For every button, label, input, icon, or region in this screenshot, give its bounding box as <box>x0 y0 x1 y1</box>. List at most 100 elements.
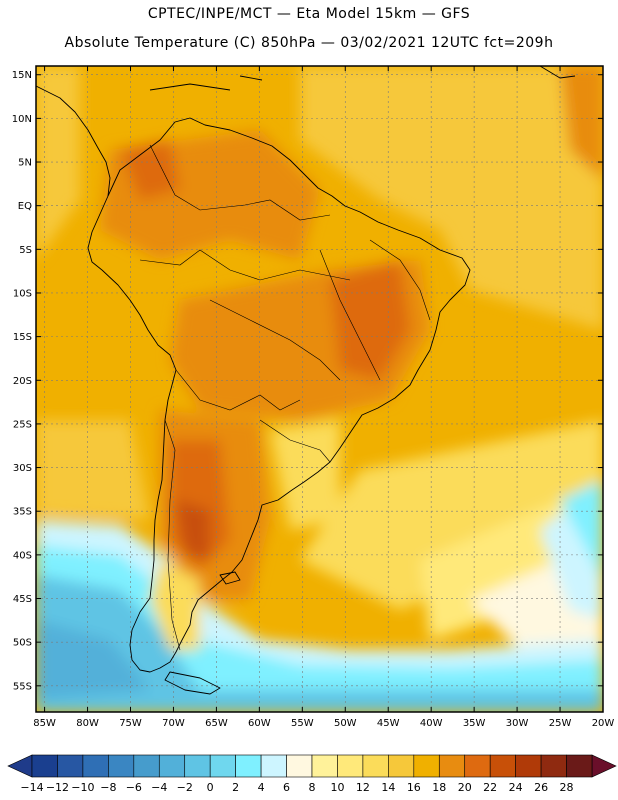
lat-tick-label: 5N <box>18 158 32 169</box>
lon-tick-label: 80W <box>76 718 99 729</box>
colorbar-swatch <box>337 754 364 778</box>
temperature-field <box>36 66 603 712</box>
colorbar-label: 16 <box>407 781 421 794</box>
lat-tick-label: 25S <box>13 419 32 430</box>
lat-tick-label: 55S <box>13 681 32 692</box>
colorbar-label: 8 <box>309 781 316 794</box>
lat-tick-label: 45S <box>13 594 32 605</box>
colorbar-label: 26 <box>534 781 548 794</box>
colorbar-label: 24 <box>509 781 523 794</box>
colorbar-label: 20 <box>458 781 472 794</box>
field-argentina-hottest <box>175 500 210 560</box>
longitude-axis: 85W 80W 75W 70W 65W 60W 55W 50W 45W 40W 35W 30W 25W 2… <box>33 66 614 729</box>
map-frame <box>35 65 604 713</box>
field-patagonia <box>150 560 200 650</box>
colorbar-swatch <box>209 754 236 778</box>
lon-tick-label: 25W <box>549 718 572 729</box>
caribbean-islands <box>149 66 576 91</box>
border-northern <box>149 144 331 221</box>
lon-tick-label: 75W <box>119 718 142 729</box>
colorbar-label: 10 <box>330 781 344 794</box>
colorbar: −14 −12 −10 −8 −6 −4 −2 0 2 4 6 8 10 12 14 16 18 20 22 24 26… <box>7 754 617 794</box>
lat-tick-label: 40S <box>13 550 32 561</box>
colorbar-label: 2 <box>232 781 239 794</box>
colorbar-label: 28 <box>560 781 574 794</box>
lon-tick-label: 70W <box>162 718 185 729</box>
colorbar-label: 14 <box>381 781 395 794</box>
colorbar-label: −12 <box>46 781 69 794</box>
colorbar-label: 0 <box>207 781 214 794</box>
field-southbrazil-yellow <box>270 420 340 530</box>
colorbar-swatch <box>311 754 338 778</box>
field-pacific-chile <box>36 420 150 520</box>
central-america-coast <box>36 85 111 197</box>
colorbar-swatch <box>235 754 262 778</box>
colorbar-label: −2 <box>177 781 193 794</box>
border-states-1 <box>209 299 341 381</box>
colorbar-label: 4 <box>258 781 265 794</box>
lat-tick-label: EQ <box>18 201 32 212</box>
field-brazil-hot <box>330 260 410 380</box>
colorbar-swatch <box>489 754 516 778</box>
colorbar-swatch <box>464 754 491 778</box>
lon-tick-label: 55W <box>291 718 314 729</box>
colorbar-swatch <box>413 754 440 778</box>
lon-tick-label: 85W <box>33 718 56 729</box>
coastlines <box>36 66 576 695</box>
colorbar-swatch <box>566 754 593 778</box>
border-amazon <box>139 249 351 281</box>
lon-tick-label: 40W <box>420 718 443 729</box>
lat-tick-label: 15S <box>13 332 32 343</box>
colorbar-label: −10 <box>71 781 94 794</box>
colorbar-label: −4 <box>151 781 167 794</box>
lat-tick-label: 30S <box>13 463 32 474</box>
field-south-blue <box>36 575 603 712</box>
colorbar-swatch <box>184 754 211 778</box>
field-venezuela-hot <box>120 140 180 200</box>
colorbar-label: −6 <box>126 781 142 794</box>
colorbar-label: 22 <box>483 781 497 794</box>
colorbar-label: −8 <box>100 781 116 794</box>
border-southbrazil <box>259 419 331 463</box>
colorbar-swatch <box>515 754 542 778</box>
colorbar-swatch <box>540 754 567 778</box>
colorbar-swatch <box>57 754 84 778</box>
border-states-2 <box>319 249 381 381</box>
border-states-3 <box>369 239 431 321</box>
field-north-atlantic <box>300 66 603 330</box>
colorbar-low-arrow <box>7 754 33 778</box>
lon-tick-label: 35W <box>463 718 486 729</box>
colorbar-label: 6 <box>283 781 290 794</box>
tierra-del-fuego <box>164 671 221 695</box>
colorbar-label: −14 <box>20 781 43 794</box>
colorbar-swatch <box>260 754 287 778</box>
lat-tick-label: 5S <box>19 245 32 256</box>
colorbar-label: 12 <box>356 781 370 794</box>
lon-tick-label: 20W <box>592 718 615 729</box>
colorbar-swatch <box>438 754 466 778</box>
lon-tick-label: 45W <box>377 718 400 729</box>
field-ne-warm <box>560 66 603 180</box>
lon-tick-label: 30W <box>506 718 529 729</box>
border-bolivia <box>175 369 301 411</box>
lon-tick-label: 65W <box>205 718 228 729</box>
field-south-darkblue <box>36 620 150 700</box>
south-america-coast <box>87 117 471 673</box>
colorbar-swatch <box>108 754 135 778</box>
lat-tick-label: 50S <box>13 638 32 649</box>
colorbar-label: 18 <box>432 781 446 794</box>
colorbar-swatch <box>82 754 109 778</box>
lon-tick-label: 60W <box>248 718 271 729</box>
falklands <box>219 571 241 585</box>
colorbar-swatch <box>388 754 415 778</box>
border-chile-argentina <box>164 419 181 651</box>
field-north-pacific <box>36 66 80 260</box>
lon-tick-label: 50W <box>334 718 357 729</box>
latitude-axis: 15N 10N 5N EQ 5S 10S 15S 20S 25S 30S 35S 40S 45S 50S 5… <box>12 70 603 692</box>
lat-tick-label: 20S <box>13 376 32 387</box>
lat-tick-label: 10S <box>13 288 32 299</box>
colorbar-swatch <box>133 754 160 778</box>
colorbar-swatch <box>158 754 186 778</box>
country-borders <box>139 144 431 651</box>
